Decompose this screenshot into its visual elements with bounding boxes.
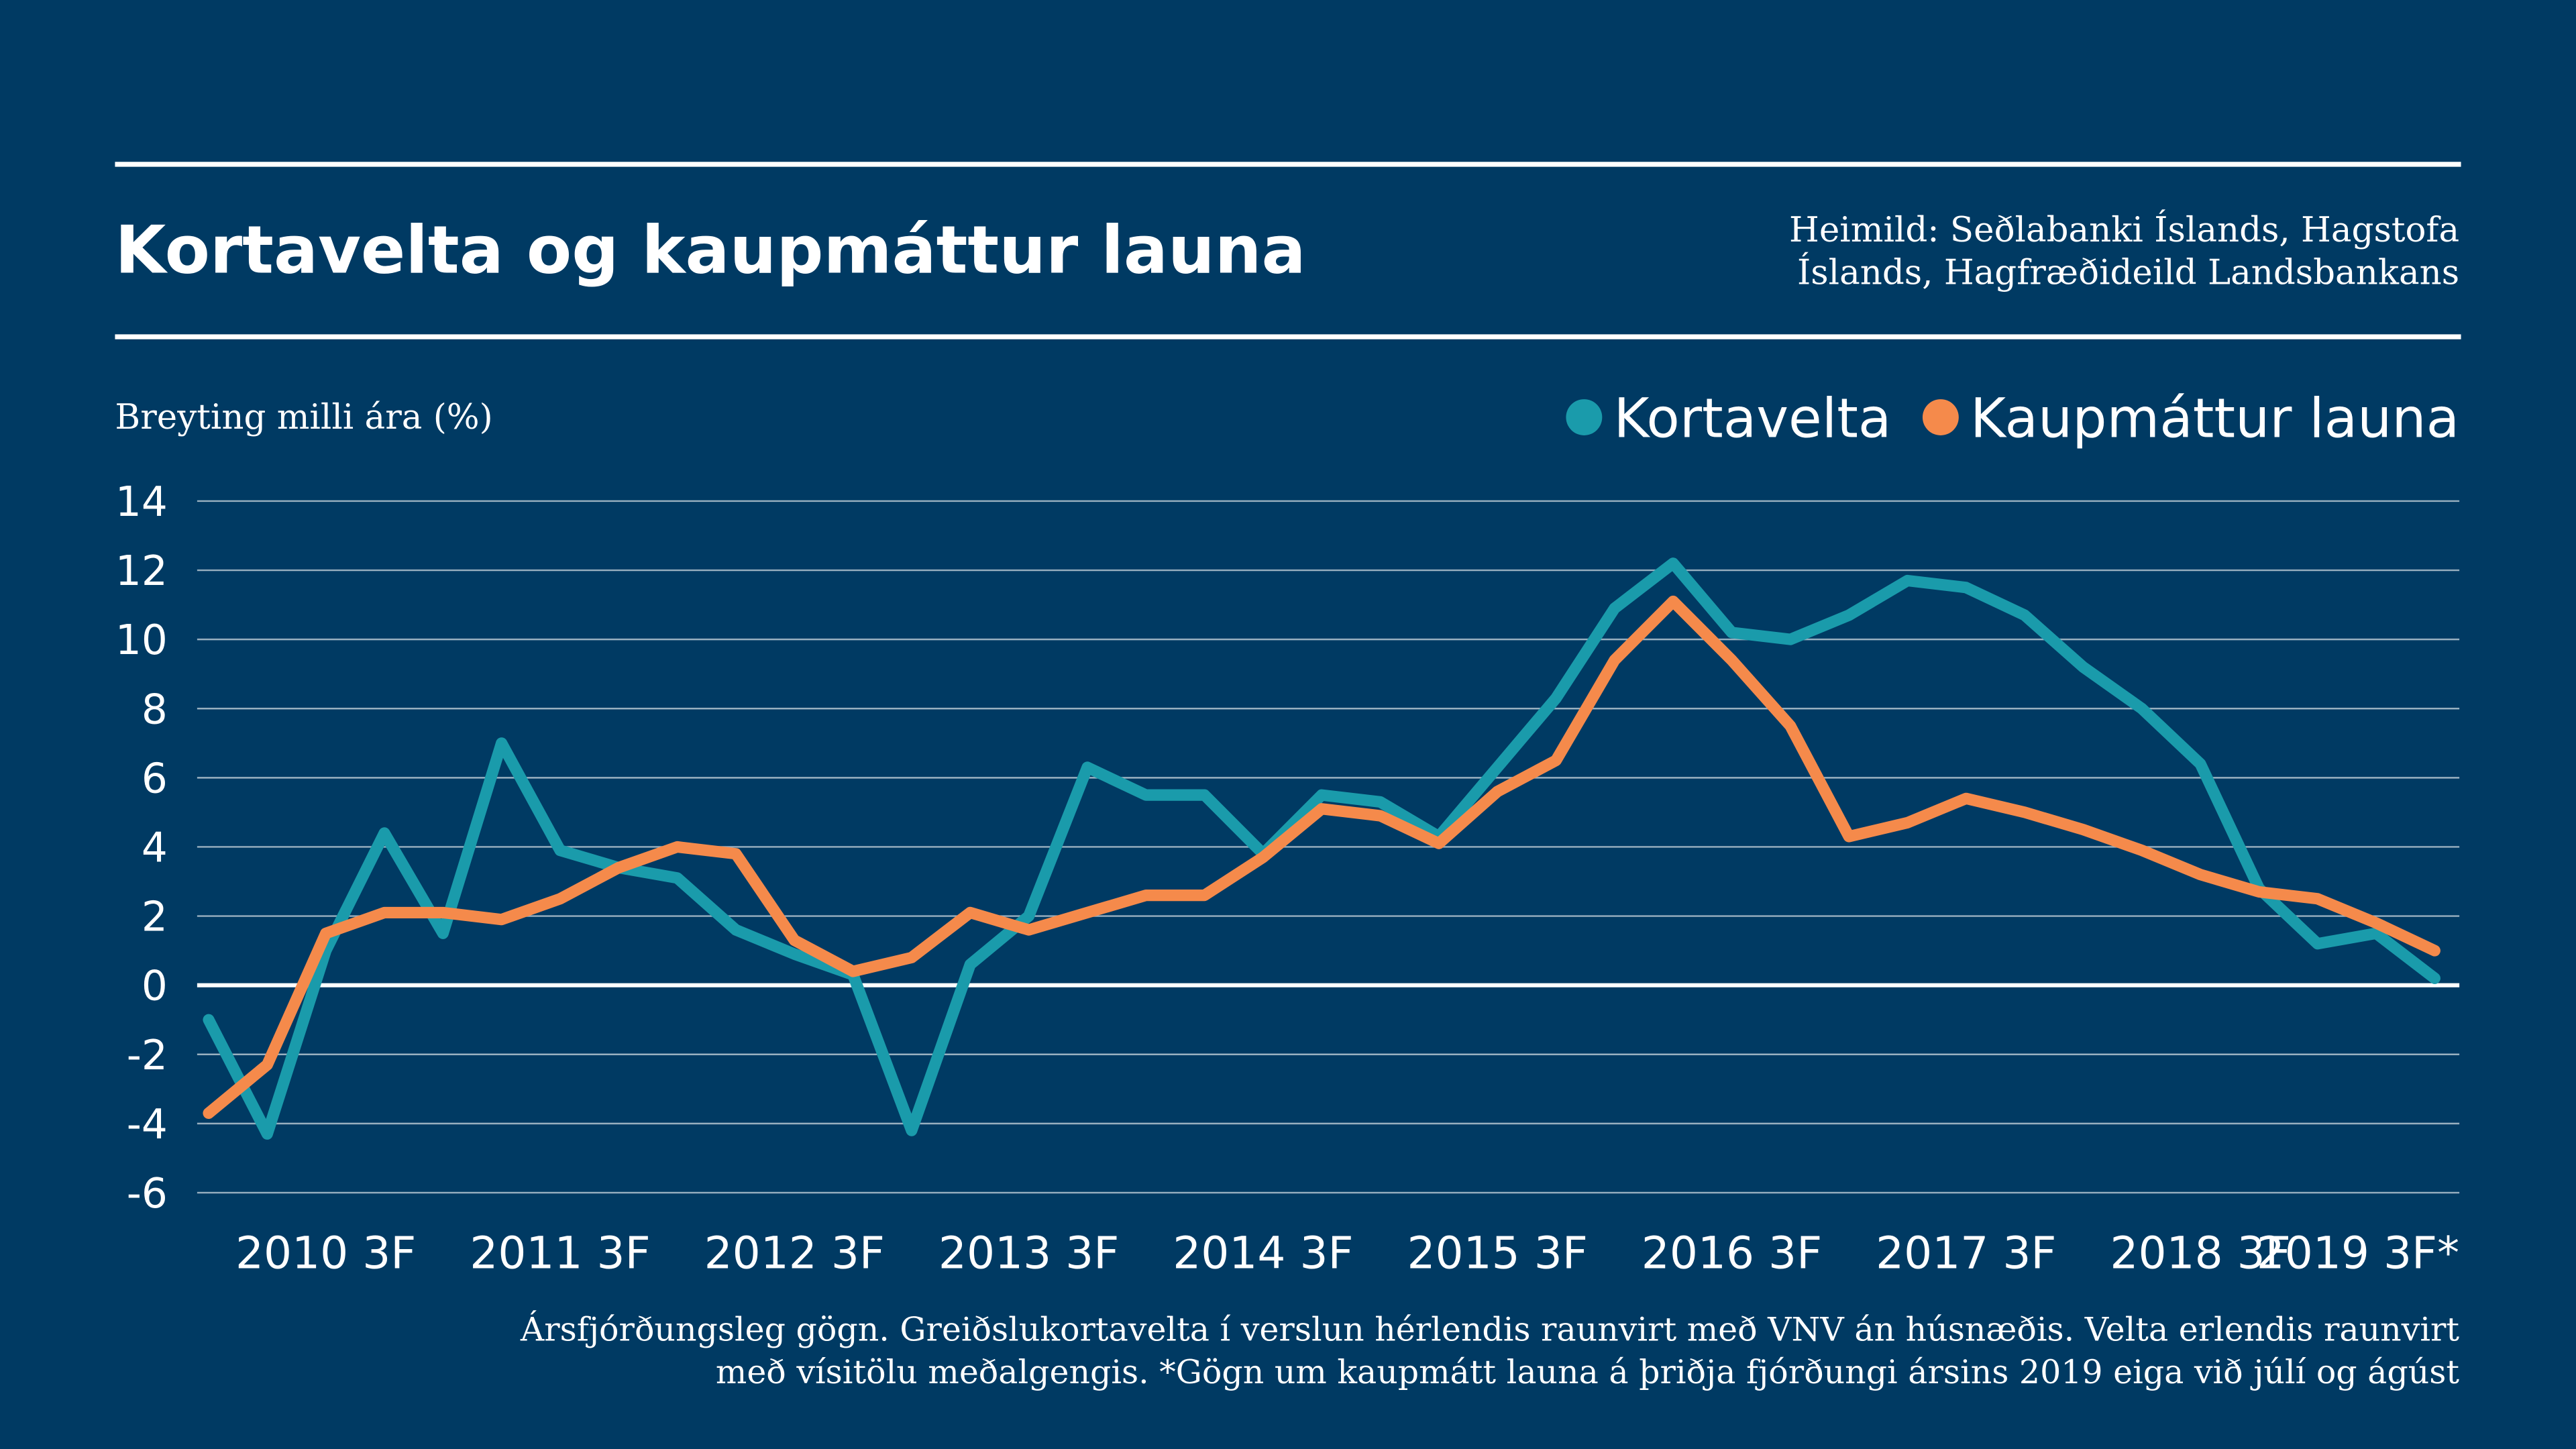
chart-title: Kortavelta og kaupmáttur launa [115,213,1305,289]
legend-marker [1566,399,1603,435]
series-line [203,557,2440,1140]
y-tick-label: -2 [127,1032,168,1079]
source: Heimild: Seðlabanki Íslands, Hagstofa [1789,209,2459,250]
footnote: með vísitölu meðalgengis. *Gögn um kaupm… [716,1353,2460,1391]
legend-label: Kaupmáttur launa [1970,387,2459,450]
y-tick-label: -6 [127,1170,168,1218]
legend-label: Kortavelta [1613,387,1891,450]
y-tick-label: 10 [115,616,168,664]
source: Íslands, Hagfræðideild Landsbankans [1797,252,2459,293]
x-tick-label: 2016 3F [1642,1228,1822,1279]
y-axis-label: Breyting milli ára (%) [115,397,492,437]
legend-marker [1922,399,1959,435]
y-tick-label: 14 [115,478,168,526]
x-tick-label: 2015 3F [1407,1228,1588,1279]
y-tick-label: 8 [142,686,168,733]
x-tick-label: 2017 3F [1876,1228,2056,1279]
y-tick-label: 0 [142,963,168,1010]
y-tick-label: 4 [142,824,168,871]
y-tick-label: 2 [142,894,168,941]
series-line [203,595,2440,1119]
x-tick-label: 2019 3F* [2257,1228,2459,1279]
y-tick-label: 6 [142,755,168,802]
x-tick-label: 2012 3F [704,1228,885,1279]
x-tick-label: 2014 3F [1173,1228,1353,1279]
x-tick-label: 2011 3F [470,1228,650,1279]
footnote: Ársfjórðungsleg gögn. Greiðslukortavelta… [520,1310,2460,1348]
y-tick-label: -4 [127,1101,168,1148]
x-tick-label: 2013 3F [938,1228,1119,1279]
x-tick-label: 2010 3F [235,1228,416,1279]
x-tick-label: 2018 3F [2110,1228,2290,1279]
y-tick-label: 12 [115,547,168,595]
